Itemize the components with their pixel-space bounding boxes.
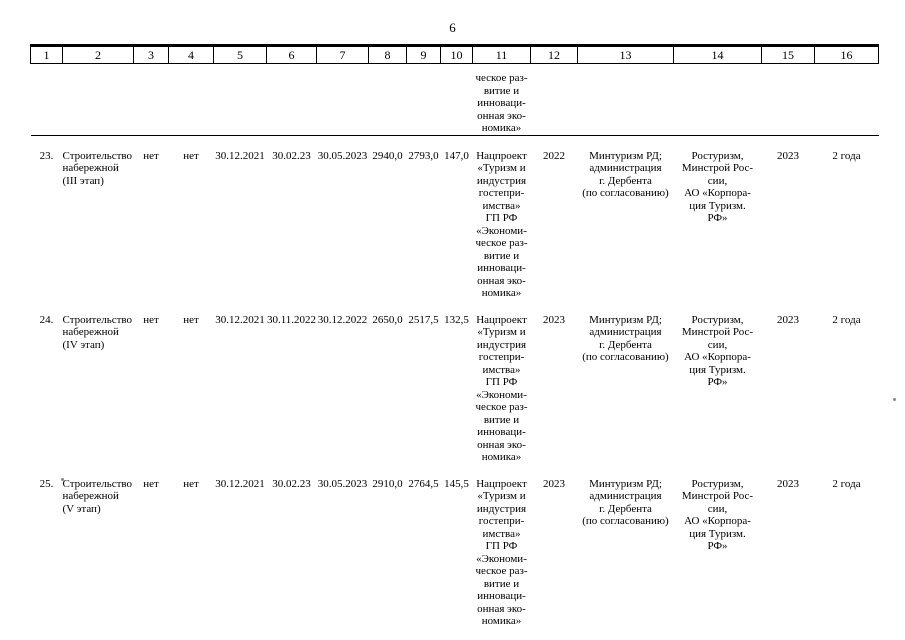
table-row: 23. Строительство набережной (III этап) … — [31, 135, 879, 300]
column-number-row: 1 2 3 4 5 6 7 8 9 10 11 12 13 14 15 16 — [30, 44, 879, 64]
flag-cell: нет — [143, 477, 159, 490]
empty-cell — [406, 63, 441, 136]
flag-cell: нет — [143, 149, 159, 162]
empty-cell — [213, 63, 267, 136]
partners-cell: Ростуризм, Минстрой Рос- сии, АО «Корпор… — [681, 313, 754, 389]
amount-cell: 145,5 — [444, 477, 469, 490]
date-cell: 30.02.23 — [272, 477, 311, 490]
column-number-cell: 8 — [368, 44, 407, 64]
row-number-cell: 23. — [39, 149, 54, 162]
year-cell: 2023 — [543, 313, 565, 326]
column-number-cell: 9 — [406, 44, 441, 64]
column-number-cell: 5 — [213, 44, 267, 64]
column-number-cell: 11 — [472, 44, 531, 64]
column-number-cell: 2 — [62, 44, 134, 64]
program-cell: Нацпроект «Туризм и индустрия гостепри- … — [475, 313, 528, 464]
column-number-header: 1 2 3 4 5 6 7 8 9 10 11 12 13 14 15 16 — [30, 44, 879, 64]
date-cell: 30.12.2021 — [215, 313, 265, 326]
year-cell: 2023 — [777, 477, 799, 490]
object-name-cell: Строительство набережной (V этап) — [62, 477, 133, 515]
page-number: 6 — [449, 20, 456, 35]
empty-cell — [30, 63, 63, 136]
empty-cell — [133, 63, 169, 136]
date-cell: 30.12.2021 — [215, 149, 265, 162]
flag-cell: нет — [183, 149, 199, 162]
date-cell: 30.12.2021 — [215, 477, 265, 490]
scan-speck — [893, 398, 896, 401]
responsible-cell: Минтуризм РД; администрация г. Дербента … — [582, 477, 669, 528]
object-name-cell: Строительство набережной (III этап) — [62, 149, 133, 187]
amount-cell: 147,0 — [444, 149, 469, 162]
column-number-cell: 10 — [440, 44, 473, 64]
column-number-cell: 7 — [316, 44, 369, 64]
schedule-table: 1 2 3 4 5 6 7 8 9 10 11 12 13 14 15 16 — [30, 44, 879, 628]
amount-cell: 132,5 — [444, 313, 469, 326]
amount-cell: 2650,0 — [372, 313, 403, 326]
year-cell: 2022 — [543, 149, 565, 162]
empty-cell — [368, 63, 407, 136]
column-number-cell: 12 — [530, 44, 578, 64]
empty-cell — [440, 63, 473, 136]
responsible-cell: Минтуризм РД; администрация г. Дербента … — [582, 149, 669, 200]
column-number-cell: 13 — [577, 44, 674, 64]
scan-speck — [61, 478, 64, 481]
date-cell: 30.05.2023 — [317, 477, 368, 490]
empty-cell — [168, 63, 214, 136]
column-number-cell: 15 — [761, 44, 815, 64]
empty-cell — [62, 63, 134, 136]
empty-cell — [577, 63, 674, 136]
year-cell: 2023 — [777, 313, 799, 326]
amount-cell: 2940,0 — [372, 149, 403, 162]
amount-cell: 2517,5 — [408, 313, 439, 326]
responsible-cell: Минтуризм РД; администрация г. Дербента … — [582, 313, 669, 364]
row-number-cell: 24. — [39, 313, 54, 326]
column-number-cell: 1 — [30, 44, 63, 64]
empty-cell — [761, 63, 815, 136]
amount-cell: 2793,0 — [408, 149, 439, 162]
column-number-cell: 16 — [814, 44, 879, 64]
row-number-cell: 25. — [39, 477, 54, 490]
table-row: 24. Строительство набережной (IV этап) н… — [31, 300, 879, 464]
flag-cell: нет — [143, 313, 159, 326]
date-cell: 30.11.2022 — [266, 313, 317, 326]
program-cell: Нацпроект «Туризм и индустрия гостепри- … — [475, 149, 528, 300]
partners-cell: Ростуризм, Минстрой Рос- сии, АО «Корпор… — [681, 477, 754, 553]
object-name-cell: Строительство набережной (IV этап) — [62, 313, 133, 351]
amount-cell: 2764,5 — [408, 477, 439, 490]
date-cell: 30.02.23 — [272, 149, 311, 162]
carryover-row: ческое раз- витие и иннοваци- онная эко-… — [30, 63, 879, 136]
column-number-cell: 4 — [168, 44, 214, 64]
column-number-cell: 3 — [133, 44, 169, 64]
program-cell: Нацпроект «Туризм и индустрия гостепри- … — [475, 477, 528, 628]
flag-cell: нет — [183, 477, 199, 490]
duration-cell: 2 года — [832, 149, 861, 162]
table-row: 25. Строительство набережной (V этап) не… — [31, 464, 879, 628]
partners-cell: Ростуризм, Минстрой Рос- сии, АО «Корпор… — [681, 149, 754, 225]
year-cell: 2023 — [543, 477, 565, 490]
duration-cell: 2 года — [832, 313, 861, 326]
date-cell: 30.12.2022 — [317, 313, 368, 326]
year-cell: 2023 — [777, 149, 799, 162]
empty-cell — [266, 63, 317, 136]
empty-cell — [814, 63, 879, 136]
column-number-cell: 14 — [673, 44, 762, 64]
empty-cell — [316, 63, 369, 136]
carryover-program-cell: ческое раз- витие и иннοваци- онная эко-… — [472, 63, 531, 136]
empty-cell — [530, 63, 578, 136]
column-number-cell: 6 — [266, 44, 317, 64]
duration-cell: 2 года — [832, 477, 861, 490]
flag-cell: нет — [183, 313, 199, 326]
amount-cell: 2910,0 — [372, 477, 403, 490]
date-cell: 30.05.2023 — [317, 149, 368, 162]
empty-cell — [673, 63, 762, 136]
